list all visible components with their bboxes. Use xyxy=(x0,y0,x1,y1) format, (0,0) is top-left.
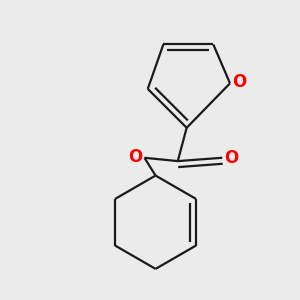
Text: O: O xyxy=(128,148,142,166)
Text: O: O xyxy=(232,73,246,91)
Text: O: O xyxy=(224,149,238,167)
